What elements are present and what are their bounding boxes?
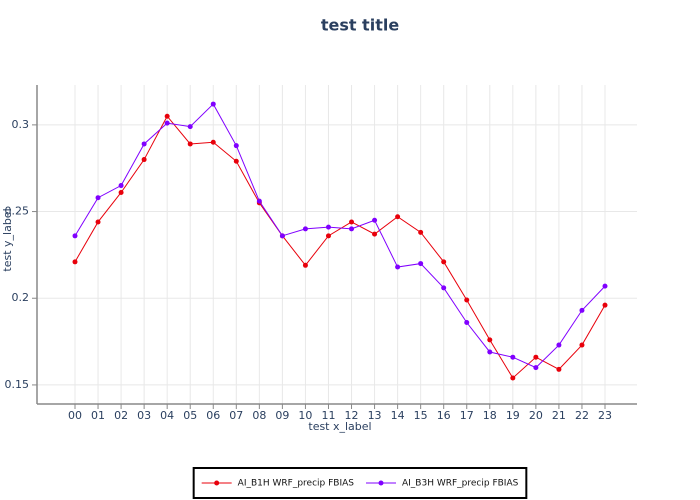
- data-point: [556, 342, 562, 348]
- data-point: [510, 354, 516, 360]
- data-point: [72, 259, 78, 265]
- x-tick-label: 13: [368, 409, 382, 422]
- data-point: [579, 342, 585, 348]
- x-tick-label: 15: [414, 409, 428, 422]
- x-tick-label: 21: [552, 409, 566, 422]
- data-point: [95, 195, 101, 201]
- y-tick-label: 0.15: [5, 378, 30, 391]
- data-point: [187, 124, 193, 130]
- y-tick-label: 0.2: [12, 291, 30, 304]
- data-point: [395, 214, 401, 220]
- data-point: [441, 259, 447, 265]
- legend: AI_B1H WRF_precip FBIAS AI_B3H WRF_precip…: [192, 467, 528, 499]
- series-line: [74, 103, 606, 369]
- data-point: [72, 233, 78, 239]
- data-point: [233, 158, 239, 164]
- data-point: [395, 264, 401, 270]
- data-point: [141, 157, 147, 163]
- legend-item: AI_B3H WRF_precip FBIAS: [366, 479, 519, 489]
- x-tick-label: 01: [91, 409, 105, 422]
- legend-marker: [378, 480, 384, 486]
- data-point: [302, 226, 308, 232]
- x-tick-label: 06: [206, 409, 220, 422]
- data-point: [464, 297, 470, 303]
- data-point: [164, 120, 170, 126]
- x-tick-label: 17: [460, 409, 474, 422]
- data-point: [302, 262, 308, 268]
- data-point: [418, 261, 424, 267]
- data-point: [210, 139, 216, 145]
- data-point: [325, 224, 331, 230]
- data-point: [602, 302, 608, 308]
- y-axis-label: test y_label: [1, 208, 14, 271]
- data-point: [118, 183, 124, 189]
- x-tick-label: 14: [391, 409, 405, 422]
- data-point: [533, 354, 539, 360]
- x-tick-label: 12: [345, 409, 359, 422]
- data-point: [441, 285, 447, 291]
- data-point: [579, 307, 585, 313]
- x-tick-label: 00: [68, 409, 82, 422]
- data-point: [164, 113, 170, 119]
- data-point: [487, 337, 493, 343]
- data-point: [418, 229, 424, 235]
- x-tick-label: 18: [483, 409, 497, 422]
- data-point: [325, 233, 331, 239]
- x-tick-label: 08: [252, 409, 266, 422]
- x-tick-label: 16: [437, 409, 451, 422]
- legend-label: AI_B1H WRF_precip FBIAS: [238, 479, 355, 489]
- chart-title: test title: [321, 16, 400, 35]
- data-point: [279, 233, 285, 239]
- data-point: [602, 283, 608, 289]
- data-point: [95, 219, 101, 225]
- x-axis-label: test x_label: [308, 420, 371, 433]
- data-point: [510, 375, 516, 381]
- data-point: [349, 226, 355, 232]
- x-tick-label: 02: [114, 409, 128, 422]
- x-tick-label: 04: [160, 409, 174, 422]
- data-point: [141, 141, 147, 147]
- x-tick-label: 19: [506, 409, 520, 422]
- legend-item: AI_B1H WRF_precip FBIAS: [201, 479, 355, 489]
- y-tick-label: 0.25: [5, 205, 30, 218]
- data-point: [372, 217, 378, 223]
- data-point: [556, 366, 562, 372]
- x-tick-label: 10: [298, 409, 312, 422]
- x-tick-label: 22: [575, 409, 589, 422]
- x-tick-label: 07: [229, 409, 243, 422]
- data-point: [533, 365, 539, 371]
- data-point: [372, 231, 378, 237]
- data-point: [464, 320, 470, 326]
- series-line: [74, 115, 606, 379]
- x-tick-label: 09: [275, 409, 289, 422]
- data-point: [210, 101, 216, 107]
- data-point: [118, 189, 124, 195]
- legend-label: AI_B3H WRF_precip FBIAS: [402, 479, 519, 489]
- legend-marker: [214, 480, 220, 486]
- data-point: [487, 349, 493, 355]
- x-tick-label: 03: [137, 409, 151, 422]
- data-point: [233, 143, 239, 149]
- data-point: [349, 219, 355, 225]
- y-tick-label: 0.3: [12, 118, 30, 131]
- x-tick-label: 11: [321, 409, 335, 422]
- data-point: [256, 198, 262, 204]
- x-tick-label: 05: [183, 409, 197, 422]
- legend-box: [192, 467, 528, 499]
- data-point: [187, 141, 193, 147]
- x-tick-label: 23: [598, 409, 612, 422]
- x-tick-label: 20: [529, 409, 543, 422]
